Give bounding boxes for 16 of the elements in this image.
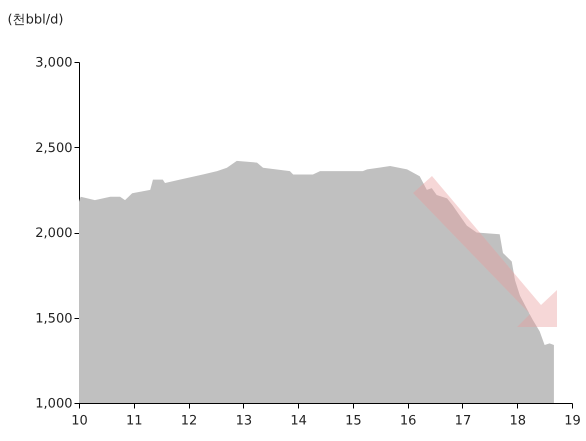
x-tick-label: 11: [126, 414, 143, 428]
x-tick-label: 14: [290, 414, 307, 428]
x-tick-label: 17: [454, 414, 472, 428]
x-tick-label: 16: [400, 414, 416, 428]
y-tick-label: 1,500: [35, 311, 72, 326]
x-tick-label: 15: [345, 414, 362, 428]
y-tick-label: 3,000: [35, 56, 72, 70]
x-tick-label: 12: [180, 414, 198, 428]
x-tick-label: 13: [236, 414, 252, 428]
y-tick-label: 1,000: [35, 396, 72, 412]
x-tick-label: 10: [71, 414, 88, 428]
y-tick-label: 2,000: [35, 226, 72, 241]
x-tick-label: 18: [509, 414, 526, 428]
y-tick-label: 2,500: [35, 140, 72, 156]
x-tick-label: 19: [564, 414, 581, 428]
y-axis-title: (천bbl/d): [8, 12, 64, 28]
